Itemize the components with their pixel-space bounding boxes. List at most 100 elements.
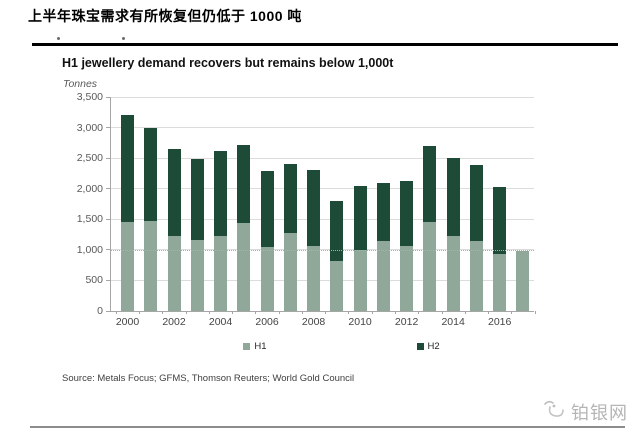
x-axis-label-2014: 2014: [441, 316, 465, 328]
bar-h1-2003: [190, 240, 204, 311]
bar-h1-2017: [516, 251, 530, 311]
bar-h1-2004: [214, 236, 228, 311]
y-axis-label-3000: 3,000: [76, 121, 103, 134]
y-axis-label-1000: 1,000: [76, 243, 103, 256]
x-axis-tick: [232, 311, 234, 314]
gridline-2500: [111, 157, 534, 159]
x-axis-label-2008: 2008: [301, 316, 326, 328]
x-axis-tick: [394, 311, 396, 314]
bar-h2-2009: [330, 200, 344, 262]
gridline-3500: [111, 96, 534, 98]
y-axis-label-500: 500: [85, 274, 103, 287]
bar-h2-2000: [121, 115, 134, 223]
legend-label-h2: H2: [427, 341, 440, 352]
bar-h1-2009: [330, 261, 344, 311]
bar-h2-2004: [214, 150, 228, 237]
bar-h1-2006: [260, 246, 274, 311]
title-dot: [57, 37, 60, 40]
bar-h1-2013: [423, 222, 437, 311]
bar-h1-2015: [469, 240, 483, 311]
bar-h1-2000: [121, 222, 134, 311]
y-axis-tick: [106, 279, 111, 281]
bar-h1-2008: [307, 245, 321, 311]
x-axis-tick: [534, 311, 536, 314]
bottom-divider: [30, 426, 625, 428]
bar-h2-2002: [167, 148, 181, 236]
x-axis-label-2002: 2002: [162, 316, 186, 328]
bar-h1-2005: [237, 222, 251, 311]
x-axis-tick: [139, 311, 141, 314]
page-title: 上半年珠宝需求有所恢复但仍低于 1000 吨: [28, 8, 302, 24]
x-axis-tick: [371, 311, 373, 314]
y-axis-tick: [106, 249, 111, 251]
header-divider: [32, 43, 618, 46]
bar-h1-2012: [400, 246, 414, 311]
x-axis-label-2012: 2012: [394, 316, 419, 328]
bar-h2-2007: [283, 163, 297, 234]
x-axis-tick: [441, 311, 443, 314]
bar-h2-2010: [353, 185, 367, 250]
chart-legend: H1 H2: [110, 341, 533, 352]
y-axis-unit-label: Tonnes: [63, 78, 98, 90]
legend-swatch-h2: [416, 343, 424, 350]
bar-h2-2016: [493, 186, 507, 254]
y-axis-tick: [106, 127, 111, 129]
bar-h1-2007: [283, 233, 297, 311]
y-axis-tick: [106, 96, 111, 98]
bar-h2-2015: [469, 164, 483, 241]
x-axis-label-2000: 2000: [115, 316, 140, 328]
bar-h2-2003: [190, 158, 204, 241]
bar-h2-2011: [376, 183, 390, 241]
x-axis-label-2016: 2016: [487, 316, 512, 328]
gridline-1500: [111, 218, 534, 220]
x-axis-tick: [115, 311, 117, 314]
gridline-3000: [111, 127, 534, 129]
title-dot: [122, 37, 125, 40]
watermark-logo-text: 铂银网: [571, 402, 628, 423]
chart-title: H1 jewellery demand recovers but remains…: [62, 56, 394, 70]
plot-area: 0 500 1,000 1,500 2,000 2,500 3,000 3,500 2000 20…: [77, 91, 536, 328]
legend-swatch-h1: [243, 343, 251, 350]
bar-h1-2002: [167, 235, 181, 311]
bar-h1-2011: [376, 240, 390, 311]
x-axis-tick: [185, 311, 187, 314]
x-axis-label-2004: 2004: [208, 316, 233, 328]
bar-h2-2014: [446, 158, 460, 236]
bar-h2-2012: [400, 180, 414, 247]
bar-h2-2001: [144, 127, 158, 222]
y-axis-label-3500: 3,500: [76, 91, 103, 103]
x-axis-tick: [255, 311, 257, 314]
y-axis-tick: [106, 157, 111, 159]
y-axis-tick: [106, 188, 111, 190]
bar-h2-2006: [260, 171, 274, 247]
x-axis-tick: [325, 311, 327, 314]
legend-label-h1: H1: [254, 341, 267, 352]
bar-h1-2001: [144, 221, 158, 311]
legend-item-h1: H1: [243, 341, 267, 352]
source-note: Source: Metals Focus; GFMS, Thomson Reut…: [62, 373, 355, 384]
x-axis-tick: [162, 311, 164, 314]
x-axis-tick: [208, 311, 210, 314]
x-axis-tick: [511, 311, 513, 314]
watermark-logo: 铂银网: [542, 398, 628, 425]
x-axis-tick: [301, 311, 303, 314]
legend-item-h2: H2: [416, 341, 440, 352]
x-axis-tick: [348, 311, 350, 314]
bar-h1-2010: [353, 249, 367, 311]
bar-h2-2008: [307, 170, 321, 246]
bar-h2-2005: [237, 145, 251, 223]
bird-swoosh-icon: [542, 398, 566, 425]
x-axis-tick: [488, 311, 490, 314]
y-axis-label-1500: 1,500: [76, 213, 103, 226]
x-axis-tick: [278, 311, 280, 314]
bar-h2-2013: [423, 145, 437, 223]
x-axis-tick: [418, 311, 420, 314]
x-axis-label-2006: 2006: [255, 316, 279, 328]
bar-h1-2014: [446, 235, 460, 311]
y-axis-label-2000: 2,000: [76, 182, 103, 195]
x-axis-tick: [464, 311, 466, 314]
x-axis-label-2010: 2010: [348, 316, 372, 328]
bar-h1-2016: [493, 253, 507, 311]
y-axis-tick: [106, 310, 111, 312]
y-axis-label-2500: 2,500: [76, 152, 103, 165]
